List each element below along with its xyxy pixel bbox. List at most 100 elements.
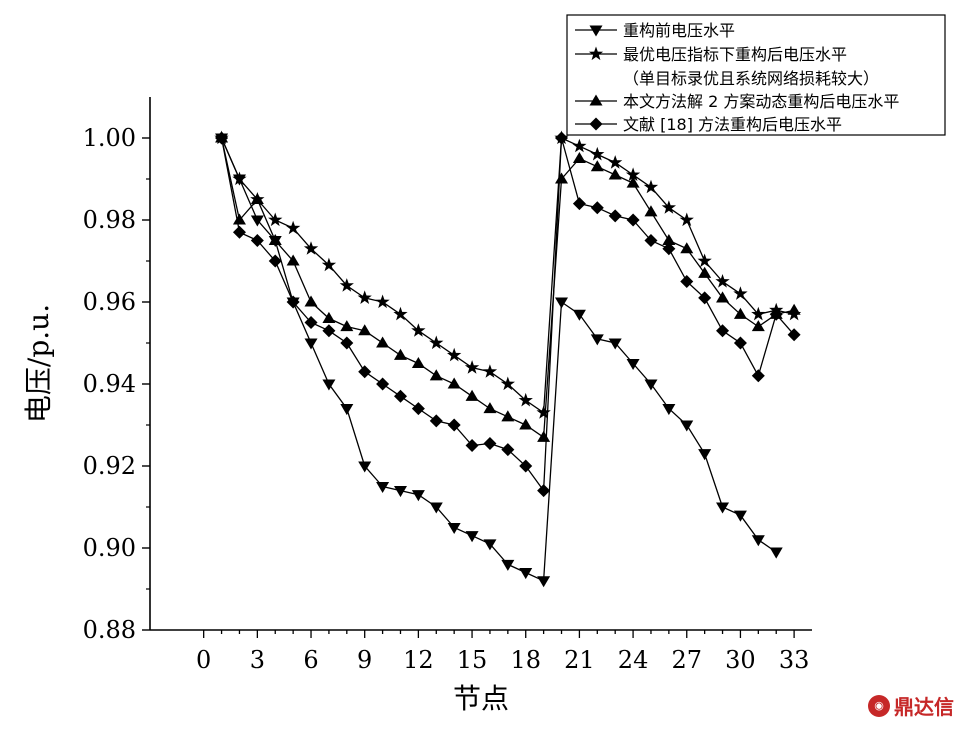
data-point bbox=[411, 490, 425, 502]
data-point bbox=[698, 266, 712, 278]
data-point bbox=[268, 234, 282, 246]
watermark-logo-icon: ◉ bbox=[868, 694, 890, 717]
data-point bbox=[376, 377, 390, 391]
y-tick-label: 1.00 bbox=[83, 124, 136, 152]
data-point bbox=[321, 257, 337, 272]
data-point bbox=[751, 369, 765, 383]
data-point bbox=[679, 212, 694, 227]
data-point bbox=[697, 253, 712, 268]
y-tick-label: 0.96 bbox=[83, 288, 136, 316]
data-point bbox=[644, 234, 658, 247]
data-point bbox=[662, 242, 676, 256]
data-point bbox=[698, 449, 712, 461]
data-point bbox=[590, 146, 605, 161]
data-point bbox=[536, 405, 551, 419]
data-point bbox=[464, 360, 480, 374]
data-point bbox=[518, 392, 533, 407]
x-tick-label: 24 bbox=[618, 646, 649, 674]
data-point bbox=[625, 167, 641, 181]
data-point bbox=[769, 547, 783, 559]
data-point bbox=[644, 205, 658, 217]
data-point bbox=[286, 295, 300, 309]
y-tick-label: 0.88 bbox=[83, 616, 136, 644]
data-point bbox=[286, 254, 300, 266]
data-point bbox=[555, 131, 569, 145]
legend-label: 文献 [18] 方法重构后电压水平 bbox=[623, 115, 842, 134]
data-point bbox=[358, 365, 372, 379]
legend-label-line2: （单目标录优且系统网络损耗较大） bbox=[623, 69, 879, 88]
data-point bbox=[215, 131, 229, 145]
data-point bbox=[751, 306, 766, 321]
data-point bbox=[626, 176, 640, 188]
data-point bbox=[358, 461, 372, 473]
legend-marker bbox=[589, 117, 603, 131]
data-point bbox=[500, 376, 515, 391]
data-point bbox=[339, 278, 354, 292]
data-point bbox=[733, 510, 747, 522]
data-point bbox=[787, 328, 801, 342]
data-point bbox=[232, 213, 246, 225]
data-point bbox=[698, 291, 712, 305]
data-point bbox=[572, 138, 587, 153]
x-tick-label: 27 bbox=[671, 646, 702, 674]
data-point bbox=[304, 338, 318, 350]
legend-label: 重构前电压水平 bbox=[623, 21, 735, 40]
y-axis-label: 电压/p.u. bbox=[22, 304, 55, 423]
series-line bbox=[220, 137, 795, 439]
data-point bbox=[232, 171, 247, 186]
data-point bbox=[357, 290, 372, 304]
watermark: ◉ 鼎达信 bbox=[868, 691, 954, 720]
series-1 bbox=[221, 137, 777, 582]
data-point bbox=[340, 336, 354, 350]
data-point bbox=[411, 402, 425, 416]
data-point bbox=[483, 402, 497, 414]
series-4 bbox=[220, 137, 795, 493]
x-tick-label: 3 bbox=[250, 646, 265, 674]
data-point bbox=[733, 286, 748, 300]
data-point bbox=[429, 369, 443, 381]
data-point bbox=[590, 160, 604, 172]
data-point bbox=[429, 414, 443, 428]
data-point bbox=[643, 179, 659, 194]
data-point bbox=[393, 389, 407, 403]
data-point bbox=[447, 522, 461, 534]
data-point bbox=[644, 379, 658, 391]
data-point bbox=[304, 295, 318, 307]
data-point bbox=[268, 254, 282, 268]
x-axis-label: 节点 bbox=[453, 682, 509, 715]
data-point bbox=[716, 324, 730, 338]
data-point bbox=[393, 306, 408, 321]
data-point bbox=[447, 418, 461, 432]
data-point bbox=[465, 531, 479, 543]
data-point bbox=[519, 459, 533, 473]
data-point bbox=[465, 439, 479, 452]
data-point bbox=[483, 436, 497, 450]
legend-marker bbox=[589, 25, 603, 37]
data-point bbox=[304, 316, 318, 329]
x-tick-label: 30 bbox=[725, 646, 756, 674]
data-point bbox=[268, 212, 283, 227]
data-point bbox=[555, 297, 569, 309]
data-point bbox=[393, 348, 407, 360]
data-point bbox=[608, 155, 623, 169]
data-point bbox=[751, 320, 765, 332]
data-point bbox=[303, 241, 319, 255]
data-point bbox=[555, 172, 569, 184]
data-point bbox=[608, 338, 622, 350]
data-point bbox=[340, 320, 354, 332]
x-tick-label: 33 bbox=[779, 646, 810, 674]
data-point bbox=[375, 294, 390, 309]
data-point bbox=[590, 334, 604, 346]
data-point bbox=[715, 274, 730, 288]
series-3 bbox=[220, 137, 795, 439]
data-point bbox=[537, 484, 551, 498]
data-point bbox=[626, 213, 640, 227]
data-point bbox=[751, 535, 765, 547]
data-point bbox=[608, 209, 622, 223]
data-point bbox=[483, 539, 497, 551]
data-point bbox=[429, 502, 443, 514]
watermark-text: 鼎达信 bbox=[894, 695, 954, 719]
data-point bbox=[501, 559, 515, 571]
series-line bbox=[221, 137, 777, 582]
